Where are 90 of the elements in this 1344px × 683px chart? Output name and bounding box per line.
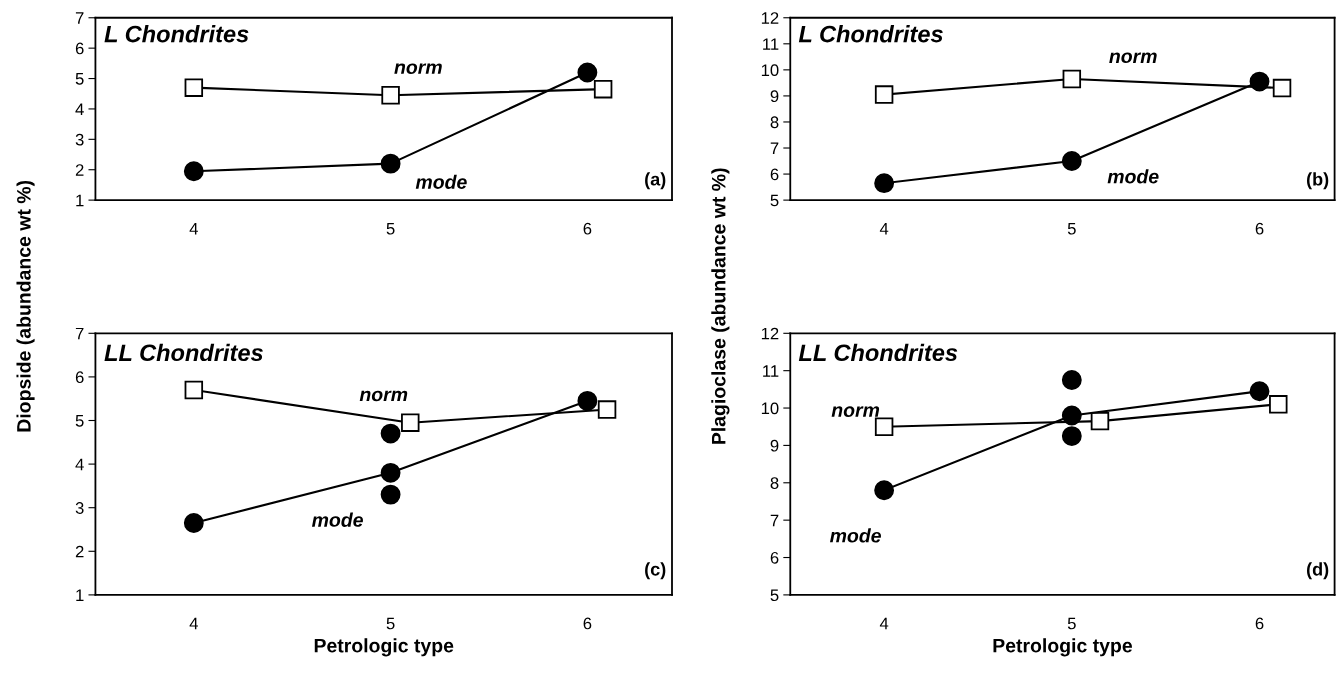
y-tick-label: 7 [75,12,84,24]
y-tick-label: 9 [770,439,779,452]
x-tick-label: 5 [386,617,395,630]
series-label: norm [394,63,442,75]
y-tick-label: 9 [770,90,779,103]
y-tick-label: 7 [770,142,779,155]
series-label: norm [1109,52,1157,64]
x-tick-label: 6 [1255,617,1264,630]
point [380,423,401,444]
y-tick-label: 1 [76,194,84,207]
x-tick-label: 4 [879,617,889,630]
point [1090,411,1110,431]
point [593,79,613,99]
point [577,390,598,411]
y-tick-label: 6 [770,551,779,564]
annotation: (d) [1307,562,1329,580]
x-tick-label: 5 [1067,617,1076,630]
annotation: (b) [1307,172,1329,190]
point [1061,405,1082,426]
point [184,380,204,400]
y-tick-label: 2 [75,164,84,176]
point [380,153,401,174]
y-tick-label: 5 [770,589,779,602]
y-tick-label: 5 [770,194,779,207]
y-tick-label: 6 [75,42,84,55]
point [597,400,617,419]
x-tick-label: 6 [583,222,592,235]
point [1249,381,1270,402]
annotation: (a) [645,172,666,190]
y-tick-label: 10 [761,64,779,77]
point [874,417,894,436]
y-tick-label: 6 [75,371,84,384]
point [184,78,204,97]
point [401,413,420,432]
y-tick-label: 4 [75,103,84,115]
point [874,173,895,194]
y-tick-label: 8 [770,116,779,129]
point [1269,395,1288,414]
y-tick-label: 7 [770,514,779,527]
point [1061,426,1082,447]
point [183,161,204,182]
x-axis-title: Petrologic type [993,638,1132,657]
y-tick-label: 4 [75,458,84,471]
y-tick-label: 1 [76,589,84,601]
point [874,480,895,501]
point [380,462,401,483]
point [1272,78,1292,98]
x-tick-label: 5 [386,222,395,235]
y-tick-label: 2 [75,545,84,558]
y-tick-label: 5 [75,415,84,427]
y-tick-label: 6 [770,168,779,181]
x-tick-label: 4 [879,222,889,235]
point [1061,151,1082,171]
series-label: mode [311,512,363,527]
point [183,513,204,533]
y-axis-title: Diopside (abundance wt %) [16,180,35,432]
y-tick-label: 12 [761,327,779,340]
chart-title: L Chondrites [798,25,943,43]
x-tick-label: 5 [1067,222,1076,235]
series-label: mode [415,174,467,189]
point [1061,370,1082,390]
y-tick-label: 10 [761,402,779,415]
x-tick-label: 6 [1255,222,1264,235]
x-tick-label: 4 [189,617,198,630]
y-tick-label: 8 [770,477,779,489]
x-axis-title: Petrologic type [314,638,454,657]
point [380,484,401,505]
x-tick-label: 6 [583,617,592,630]
series-label: norm [359,390,408,402]
point [577,62,598,83]
point [874,85,894,104]
point [1249,71,1270,92]
y-tick-label: 12 [761,12,779,24]
y-tick-label: 3 [75,133,84,146]
y-tick-label: 11 [763,365,779,377]
point [381,86,400,105]
x-tick-label: 4 [189,222,198,235]
series-label: mode [1107,169,1159,184]
y-tick-label: 7 [75,327,84,340]
series-label: norm [831,406,880,417]
y-tick-label: 3 [75,502,84,514]
annotation: (c) [645,562,666,580]
y-tick-label: 5 [75,73,84,85]
point [1062,69,1082,89]
series-label: mode [829,528,881,543]
y-tick-label: 11 [763,38,779,50]
chart-title: LL Chondrites [104,343,263,362]
chart-title: LL Chondrites [798,343,958,362]
chart-title: L Chondrites [104,25,249,43]
y-axis-title: Plagioclase (abundance wt %) [711,168,730,444]
